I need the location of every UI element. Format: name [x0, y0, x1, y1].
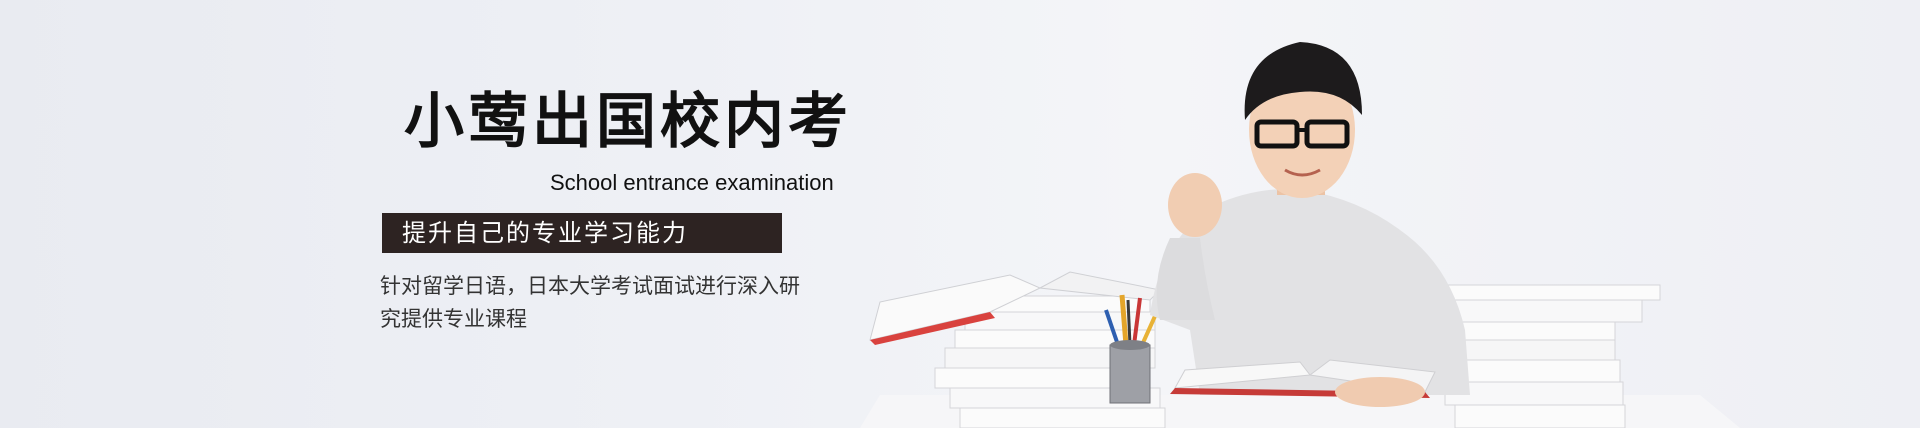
book-stack-icon [869, 271, 1166, 428]
banner-title: 小莺出国校内考 [404, 87, 852, 157]
banner-description: 针对留学日语，日本大学考试面试进行深入研究提供专业课程 [380, 274, 800, 331]
banner-subtitle: School entrance examination [550, 170, 834, 195]
banner-tagline: 提升自己的专业学习能力 [382, 213, 782, 253]
